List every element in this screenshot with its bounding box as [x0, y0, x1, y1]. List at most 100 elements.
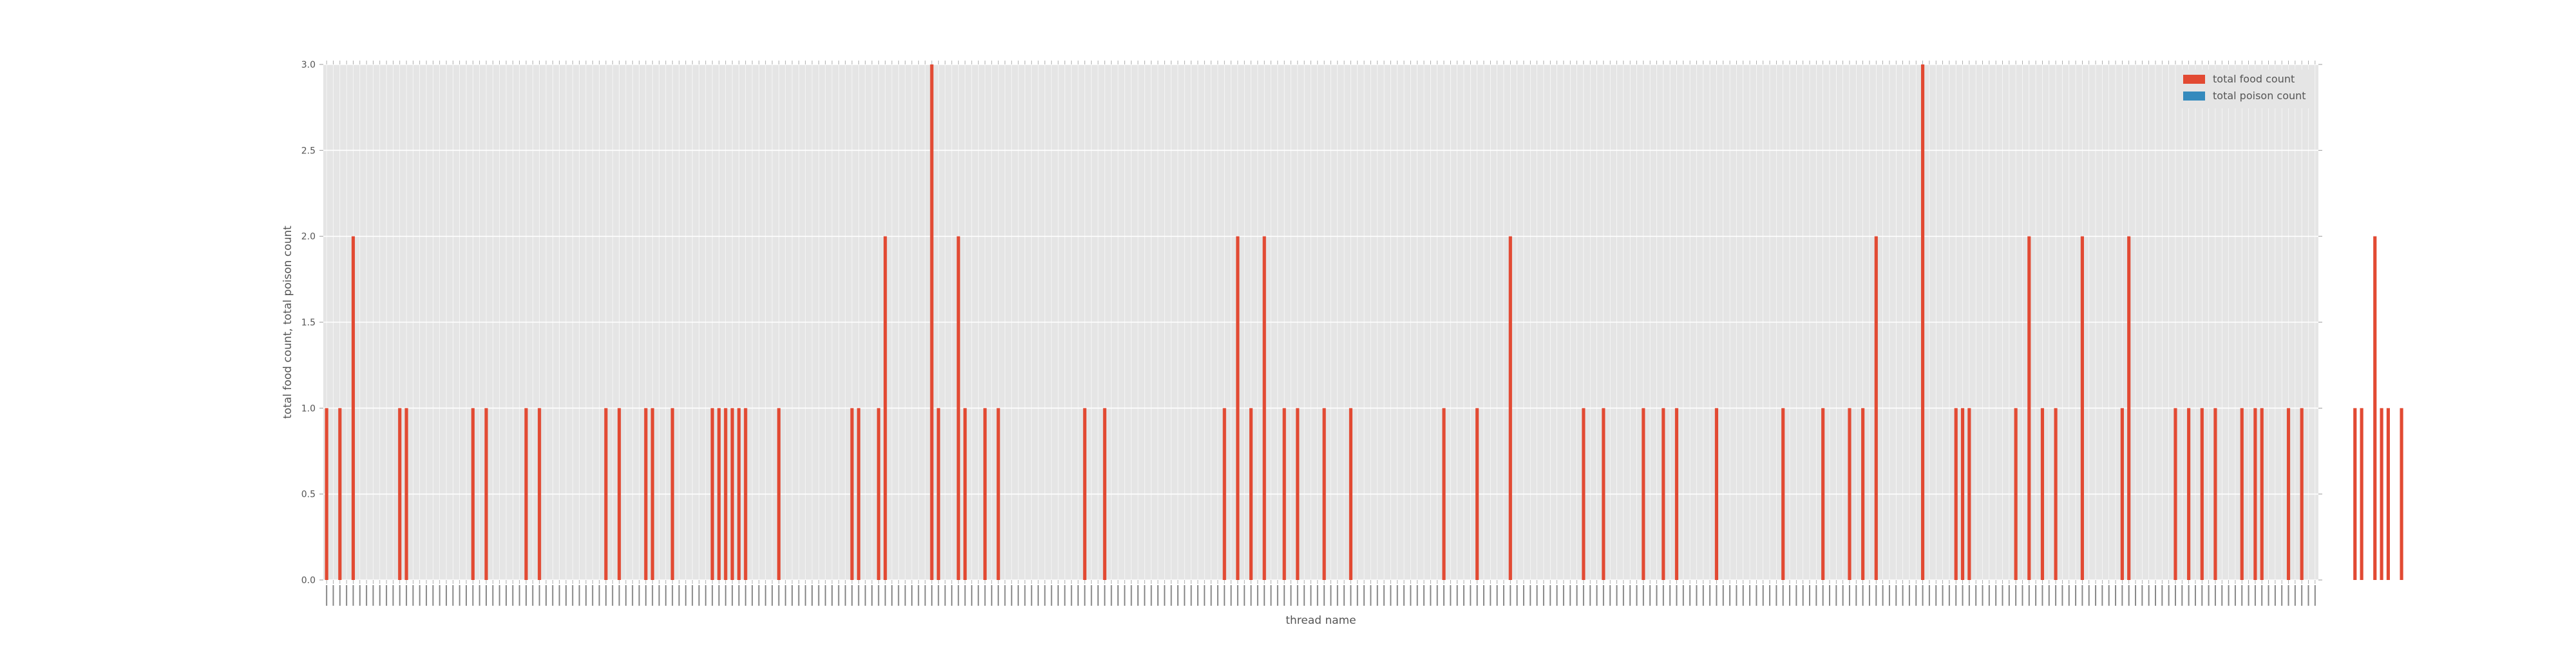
food-bar — [1874, 236, 1878, 581]
food-bar — [1322, 408, 1326, 580]
food-bar — [884, 236, 887, 581]
food-bar — [737, 408, 741, 580]
food-bar — [2373, 236, 2377, 581]
food-bar — [2080, 236, 2084, 581]
food-bar — [2174, 408, 2177, 580]
food-bar — [876, 408, 880, 580]
food-bar — [710, 408, 714, 580]
food-bar — [1296, 408, 1300, 580]
food-bar — [1282, 408, 1286, 580]
bars — [325, 64, 2403, 581]
food-bar — [2380, 408, 2383, 580]
food-bar — [1821, 408, 1825, 580]
food-bar — [2127, 236, 2131, 581]
food-bar — [724, 408, 728, 580]
food-bar — [650, 408, 654, 580]
legend-swatch-poison — [2183, 92, 2205, 101]
food-bar — [351, 236, 355, 581]
food-bar — [2200, 408, 2204, 580]
food-bar — [717, 408, 721, 580]
food-bar — [670, 408, 674, 580]
food-bar — [2054, 408, 2058, 580]
food-bar — [2286, 408, 2291, 580]
food-bar — [956, 236, 960, 581]
y-tick-label: 1.0 — [301, 403, 316, 414]
food-bar — [1582, 408, 1586, 580]
food-bar — [2253, 408, 2257, 580]
food-bar — [524, 408, 528, 580]
food-bar — [2353, 408, 2357, 580]
grid-lines — [323, 64, 2318, 581]
axis-ticks: 0.0 0.5 1.0 1.5 2.0 2.5 3.0 — [301, 60, 2322, 606]
food-bar — [1475, 408, 1479, 580]
legend: total food count total poison count — [2177, 70, 2312, 108]
y-tick-label: 3.0 — [301, 60, 316, 70]
food-bar — [484, 408, 488, 580]
x-axis-label: thread name — [1285, 614, 1356, 627]
food-bar — [2014, 408, 2018, 580]
y-tick-label: 0.0 — [301, 575, 316, 586]
food-bar — [2400, 408, 2403, 580]
legend-label-poison: total poison count — [2213, 90, 2306, 102]
food-bar — [1714, 408, 1719, 580]
food-bar — [1954, 408, 1958, 580]
y-tick-label: 0.5 — [301, 490, 316, 500]
food-bar — [1236, 236, 1240, 581]
food-bar — [857, 408, 860, 580]
food-bar — [1920, 64, 1925, 580]
food-bar — [1781, 408, 1785, 580]
food-bar — [398, 408, 402, 580]
food-bar — [1222, 408, 1226, 580]
food-bar — [2040, 408, 2045, 580]
food-bar — [1967, 408, 1971, 580]
food-bar — [1349, 408, 1353, 580]
food-bar — [2187, 408, 2191, 580]
food-bar — [325, 408, 328, 580]
food-bar — [1508, 236, 1512, 581]
food-bar — [1662, 408, 1665, 580]
food-bar — [996, 408, 1000, 580]
food-bar — [1442, 408, 1446, 580]
food-bar — [604, 408, 608, 580]
food-bar — [2120, 408, 2124, 580]
food-bar — [1103, 408, 1106, 580]
food-bar — [2240, 408, 2244, 580]
y-tick-label: 1.5 — [301, 318, 316, 328]
food-bar — [2027, 236, 2031, 581]
food-bar — [2260, 408, 2264, 580]
food-bar — [2360, 408, 2363, 580]
y-tick-label: 2.5 — [301, 146, 316, 156]
food-bar — [644, 408, 648, 580]
food-bar — [777, 408, 781, 580]
food-bar — [936, 408, 940, 580]
food-bar — [1249, 408, 1253, 580]
food-bar — [538, 408, 542, 580]
y-tick-label: 2.0 — [301, 232, 316, 242]
food-bar — [850, 408, 854, 580]
food-bar — [1960, 408, 1965, 580]
food-bar — [1861, 408, 1865, 580]
legend-swatch-food — [2183, 75, 2205, 84]
food-bar — [2300, 408, 2304, 580]
food-bar — [983, 408, 987, 580]
food-bar — [1602, 408, 1605, 580]
food-bar — [730, 408, 734, 580]
food-bar — [2386, 408, 2391, 580]
food-bar — [1083, 408, 1086, 580]
food-bar — [338, 408, 342, 580]
food-bar — [1674, 408, 1679, 580]
food-bar — [471, 408, 475, 580]
food-bar — [744, 408, 748, 580]
food-bar — [1262, 236, 1266, 581]
food-bar — [930, 64, 934, 580]
food-bar — [617, 408, 621, 580]
legend-label-food: total food count — [2213, 73, 2295, 85]
food-bar — [1848, 408, 1852, 580]
food-bar — [1642, 408, 1645, 580]
food-bar — [963, 408, 967, 580]
y-axis-label: total food count, total poison count — [281, 226, 294, 419]
food-bar — [2213, 408, 2217, 580]
food-bar — [404, 408, 408, 580]
